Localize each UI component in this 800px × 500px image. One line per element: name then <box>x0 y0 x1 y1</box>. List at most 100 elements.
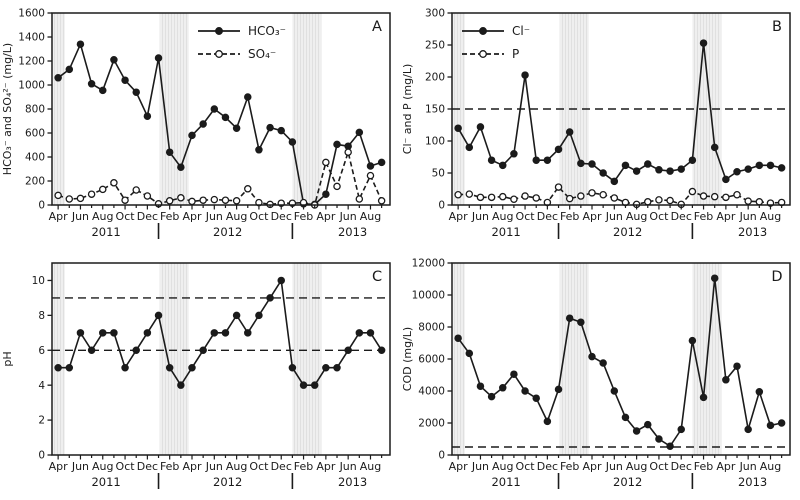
data-point-cod <box>699 393 708 402</box>
series-line-ph <box>58 278 383 387</box>
data-point-p <box>565 194 574 203</box>
data-point-cl <box>755 161 764 170</box>
data-point-ph <box>266 294 274 302</box>
y-tick-label: 1200 <box>18 56 45 68</box>
data-point-cl <box>655 166 663 174</box>
x-tick-label: Feb <box>560 460 579 473</box>
y-tick-label: 8 <box>38 310 45 322</box>
x-tick-label: Jun <box>339 460 357 473</box>
x-tick-label: Apr <box>582 210 602 223</box>
data-point-cl <box>454 124 462 132</box>
data-point-so4 <box>344 148 352 156</box>
data-point-p <box>476 193 485 202</box>
data-point-cl <box>688 156 697 164</box>
data-point-cl <box>666 167 674 175</box>
data-point-so4 <box>199 196 207 204</box>
data-point-ph <box>121 363 129 372</box>
y-tick-label: 4 <box>38 380 45 392</box>
data-point-so4 <box>87 190 96 198</box>
x-tick-label: Feb <box>294 460 313 473</box>
x-tick-label: Aug <box>626 210 647 223</box>
series-line-cod <box>457 278 782 448</box>
data-point-hco3 <box>188 131 196 140</box>
year-label: 2012 <box>613 475 642 489</box>
data-point-hco3 <box>366 162 375 170</box>
data-point-cl <box>722 175 730 184</box>
shaded-period-band <box>53 13 65 205</box>
data-point-p <box>499 192 507 201</box>
data-point-cod <box>688 336 697 345</box>
data-point-ph <box>132 346 140 355</box>
data-point-ph <box>277 276 285 285</box>
data-point-p <box>744 197 752 205</box>
year-label: 2012 <box>613 225 642 239</box>
year-label: 2012 <box>213 475 242 489</box>
data-point-cod <box>532 394 540 402</box>
x-tick-label: Dec <box>537 460 558 473</box>
y-tick-label: 100 <box>425 136 445 148</box>
x-tick-label: Aug <box>226 210 247 223</box>
x-tick-label: Jun <box>71 210 89 223</box>
data-point-cod <box>677 425 685 434</box>
data-point-cl <box>577 159 585 168</box>
y-tick-label: 6 <box>38 345 45 357</box>
data-point-p <box>688 187 697 196</box>
data-point-ph <box>377 346 386 355</box>
series-cod <box>454 274 786 450</box>
x-tick-label: Feb <box>294 210 313 223</box>
data-point-ph <box>310 381 319 389</box>
x-tick-label: Dec <box>537 210 558 223</box>
data-point-so4 <box>121 196 129 204</box>
x-tick-label: Jun <box>205 460 223 473</box>
data-point-cod <box>755 388 764 396</box>
data-point-so4 <box>54 191 62 200</box>
x-tick-label: Jun <box>739 460 757 473</box>
data-point-hco3 <box>355 128 364 137</box>
panel-letter: A <box>372 19 382 35</box>
y-tick-label: 10000 <box>412 290 445 302</box>
y-axis-label: COD (mg/L) <box>401 327 414 391</box>
y-tick-label: 1600 <box>18 8 45 20</box>
panel-d-container: 0 2000 4000 6000 8000 10000 12000 Apr Jun Aug Oct D… <box>400 250 800 500</box>
data-point-hco3 <box>132 88 140 96</box>
data-point-p <box>454 191 462 199</box>
y-tick-label: 8000 <box>418 322 445 334</box>
x-tick-label: Aug <box>626 460 647 473</box>
data-point-cl <box>733 167 741 176</box>
x-tick-label: Jun <box>471 210 489 223</box>
data-point-ph <box>65 363 74 372</box>
panel-a-container: 0 200 400 600 800 1000 1200 1400 1600 Apr Jun Aug Oc… <box>0 0 400 250</box>
data-point-hco3 <box>177 163 185 171</box>
data-point-cod <box>632 427 641 435</box>
panel-b-container: 0 50 100 150 200 250 300 Apr Jun Aug Oct Dec Feb Apr J… <box>400 0 800 250</box>
shaded-period-band <box>159 263 189 455</box>
y-tick-label: 0 <box>438 200 445 212</box>
y-tick-label: 2000 <box>418 418 445 430</box>
data-point-so4 <box>165 197 174 205</box>
data-point-cod <box>577 318 585 326</box>
y-tick-label: 250 <box>425 40 445 52</box>
y-tick-label: 10 <box>32 275 45 287</box>
x-tick-label: Jun <box>471 460 489 473</box>
data-point-ph <box>87 346 96 355</box>
data-point-ph <box>154 311 163 320</box>
data-point-hco3 <box>154 54 163 62</box>
data-point-so4 <box>366 171 375 180</box>
y-tick-label: 300 <box>425 8 445 20</box>
legend-marker <box>479 50 487 58</box>
shaded-period-band <box>292 263 322 455</box>
data-point-so4 <box>244 185 252 193</box>
legend-label: HCO₃⁻ <box>248 24 286 38</box>
data-point-p <box>577 192 585 200</box>
year-label: 2011 <box>491 475 520 489</box>
legend-label: P <box>512 47 519 61</box>
data-point-so4 <box>333 182 341 191</box>
y-tick-label: 0 <box>38 200 45 212</box>
series-so4 <box>54 148 386 209</box>
data-point-p <box>599 191 607 199</box>
plot-border <box>51 12 391 206</box>
y-axis-label: Cl⁻ and P (mg/L) <box>401 64 414 154</box>
data-point-hco3 <box>87 80 96 88</box>
